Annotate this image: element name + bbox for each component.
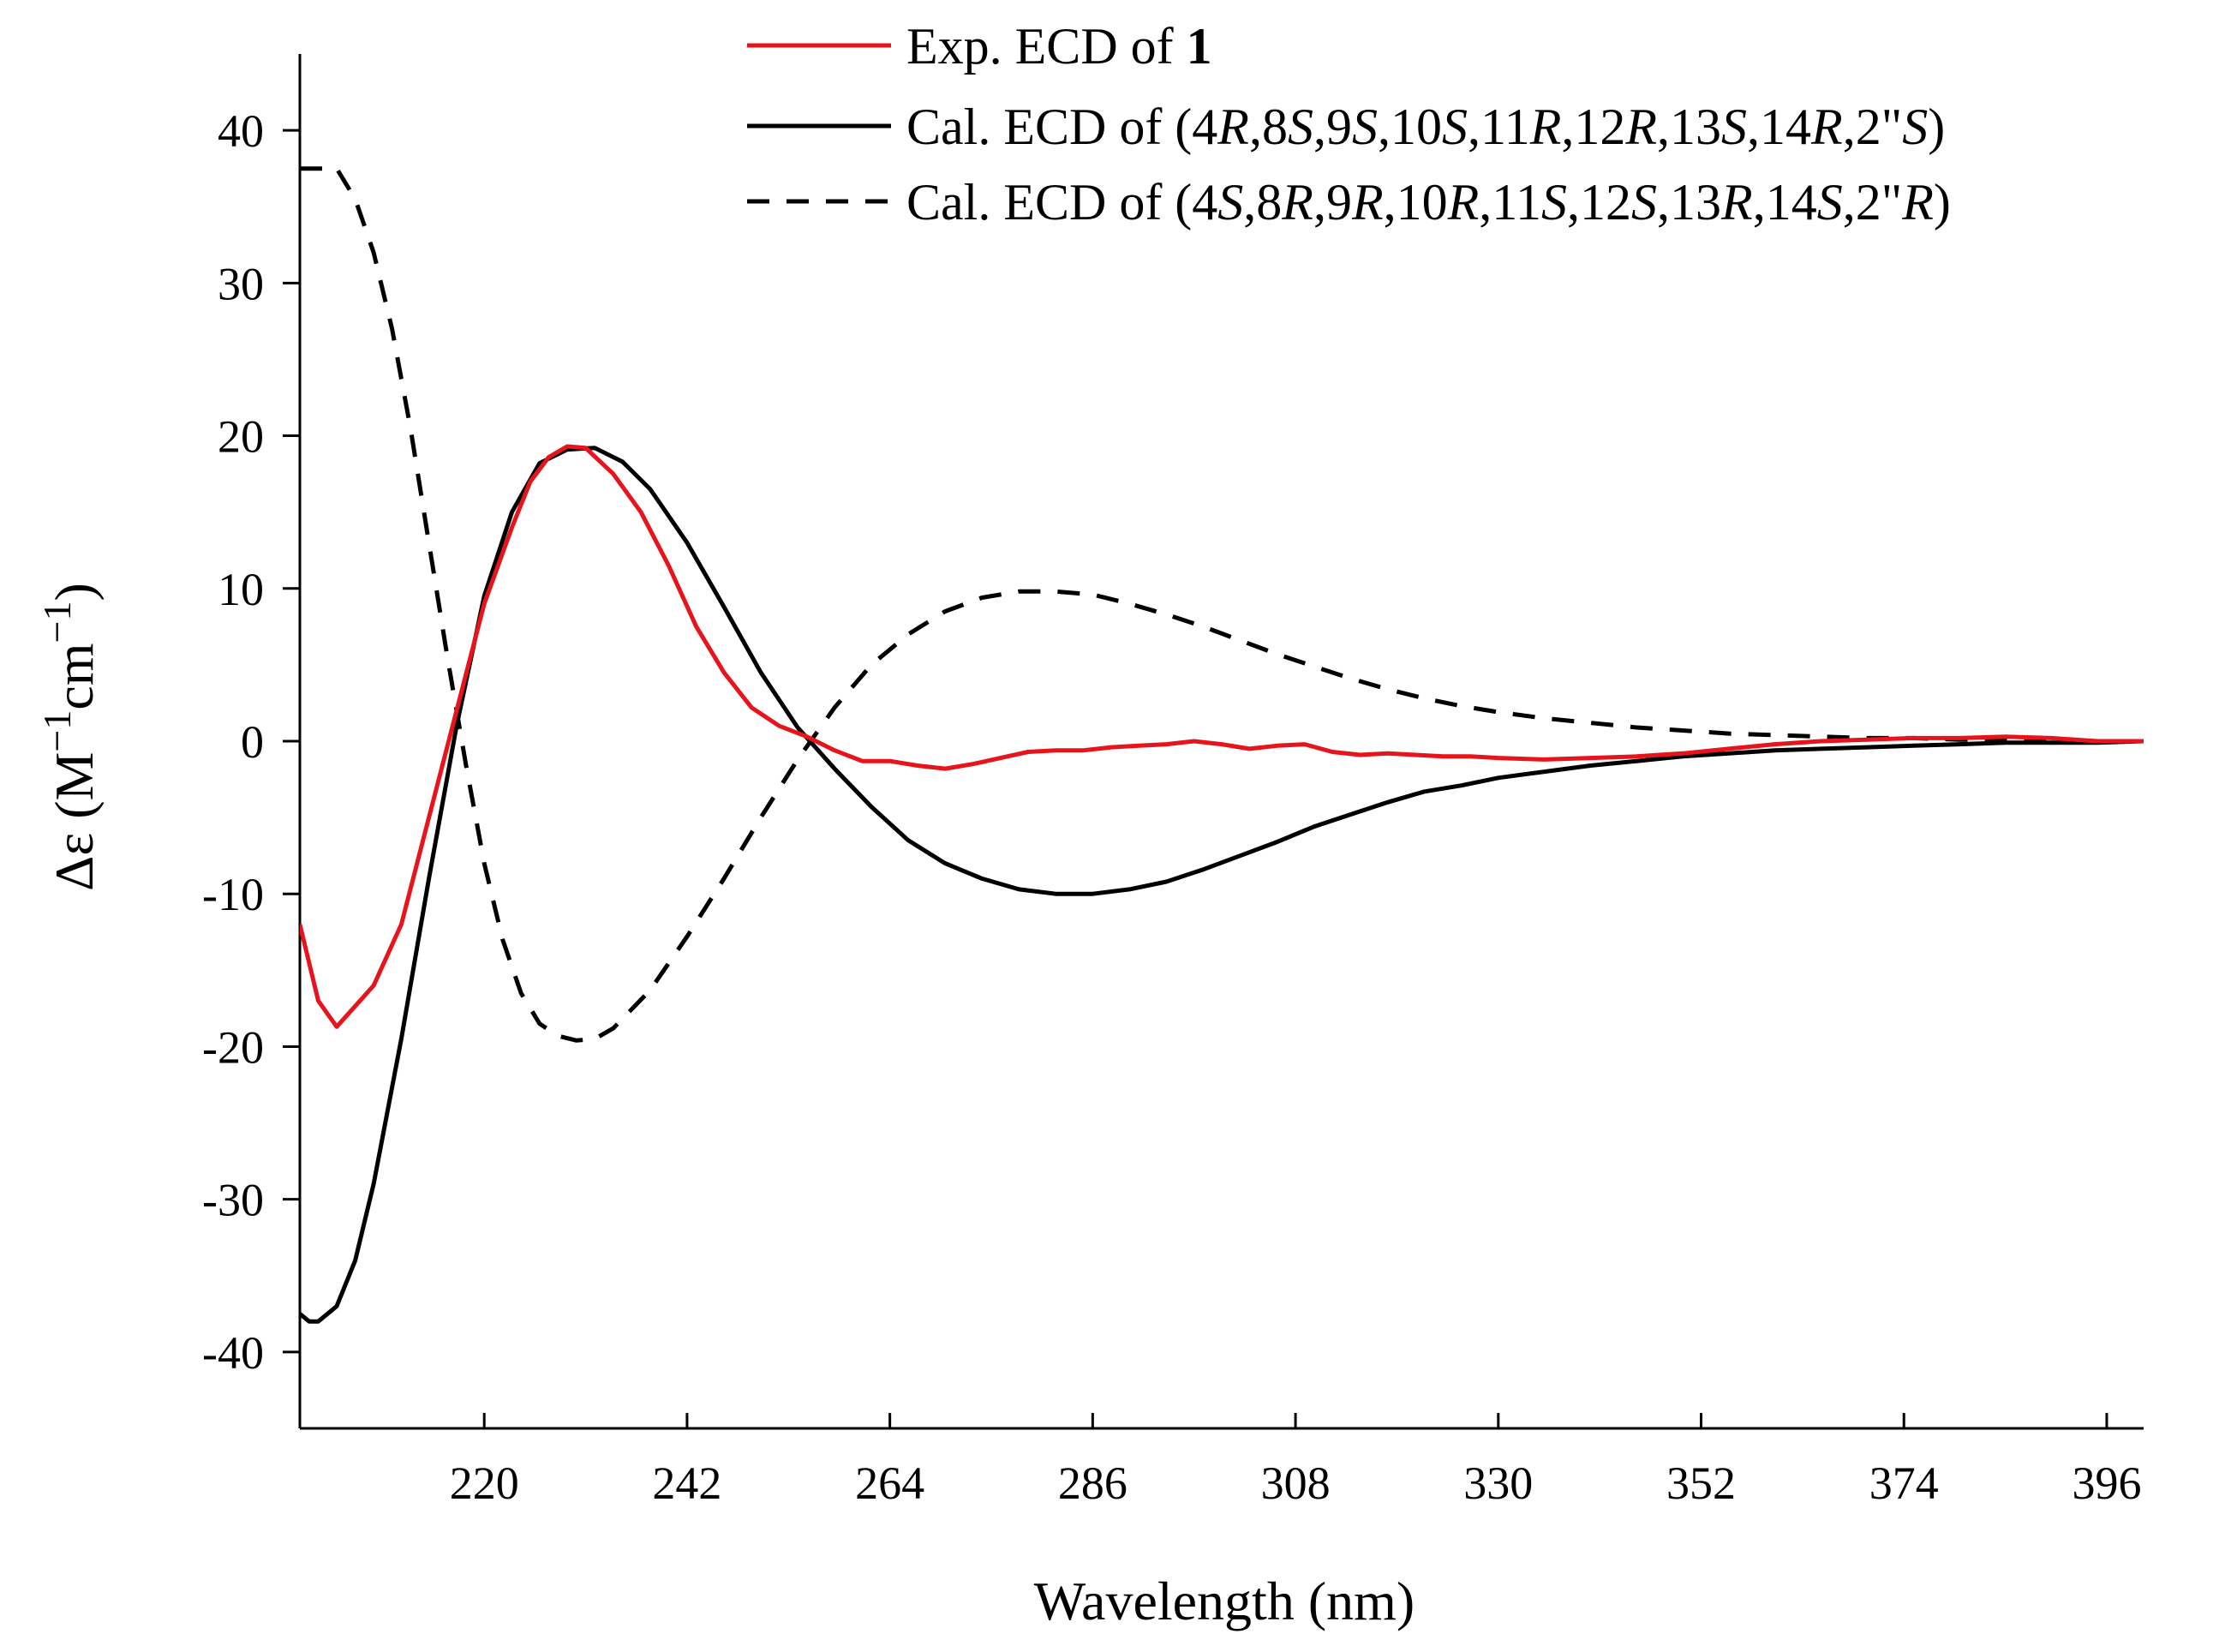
series-line-1 bbox=[300, 444, 2144, 1029]
x-tick-label: 242 bbox=[652, 1457, 721, 1509]
x-tick-label: 308 bbox=[1261, 1457, 1331, 1509]
y-tick-label: -40 bbox=[202, 1327, 264, 1379]
y-tick-label: -30 bbox=[202, 1175, 264, 1226]
legend-label-segment: S bbox=[1817, 174, 1843, 230]
y-tick-label: 10 bbox=[218, 564, 264, 615]
legend-label-segment: R bbox=[1217, 99, 1249, 155]
data-series bbox=[300, 166, 2144, 1324]
tick-labels: 220 242 264 286 308 330 352 374 396 40 30 20 10 0 -10 -… bbox=[202, 105, 2141, 1509]
y-axis-title-prefix: Δε (M bbox=[44, 752, 105, 891]
legend-label-segment: ,9 bbox=[1313, 99, 1352, 155]
y-tick-label: 0 bbox=[241, 716, 264, 768]
legend-label-segment: ,2" bbox=[1843, 174, 1903, 230]
legend-label-segment: S bbox=[1541, 174, 1567, 230]
y-tick-label: 40 bbox=[218, 105, 264, 157]
legend-label-segment: R bbox=[1447, 174, 1480, 230]
legend-label-segment: ,8 bbox=[1243, 174, 1282, 230]
y-axis-title-sup1: −1 bbox=[35, 710, 79, 752]
y-axis-title-sup2: −1 bbox=[35, 601, 79, 643]
legend-label-segment: Exp. ECD of bbox=[906, 18, 1187, 75]
legend-label-segment: Cal. ECD of (4 bbox=[906, 174, 1217, 230]
legend-label-segment: S bbox=[1288, 99, 1313, 155]
legend-label-segment: ) bbox=[1934, 174, 1951, 230]
legend-label-segment: 1 bbox=[1187, 18, 1212, 75]
series-line-3 bbox=[300, 166, 2144, 1043]
legend-label-segment: ) bbox=[1928, 99, 1945, 155]
legend-label-segment: S bbox=[1902, 99, 1928, 155]
legend-label-segment: ,14 bbox=[1753, 174, 1817, 230]
x-axis-title: Wavelength (nm) bbox=[1034, 1571, 1415, 1631]
legend-label-segment: S bbox=[1631, 174, 1657, 230]
x-tick-label: 374 bbox=[1869, 1457, 1939, 1509]
legend-label-segment: Cal. ECD of (4 bbox=[906, 99, 1217, 155]
legend-label-3: Cal. ECD of (4S,8R,9R,10R,11S,12S,13R,14… bbox=[906, 174, 1951, 230]
legend-label-segment: R bbox=[1810, 99, 1843, 155]
legend-label-segment: R bbox=[1351, 174, 1384, 230]
legend-label-segment: R bbox=[1901, 174, 1934, 230]
legend-label-1: Exp. ECD of 1 bbox=[906, 18, 1212, 75]
y-tick-label: -10 bbox=[202, 869, 264, 920]
x-tick-label: 264 bbox=[855, 1457, 924, 1509]
legend-label-segment: S bbox=[1217, 174, 1243, 230]
legend-label-segment: ,10 bbox=[1384, 174, 1448, 230]
legend-label-segment: ,13 bbox=[1657, 99, 1721, 155]
legend-label-segment: R bbox=[1624, 99, 1657, 155]
legend-label-segment: ,14 bbox=[1747, 99, 1811, 155]
legend-label-segment: S bbox=[1442, 99, 1468, 155]
legend-label-segment: ,2" bbox=[1843, 99, 1903, 155]
legend-label-segment: ,10 bbox=[1378, 99, 1442, 155]
x-tick-label: 330 bbox=[1463, 1457, 1533, 1509]
legend-label-segment: ,11 bbox=[1468, 99, 1530, 155]
legend-label-segment: ,8 bbox=[1249, 99, 1288, 155]
x-tick-label: 220 bbox=[450, 1457, 519, 1509]
y-axis-title: Δε (M−1cm−1) bbox=[35, 583, 105, 891]
legend-label-segment: S bbox=[1721, 99, 1747, 155]
legend-label-segment: R bbox=[1529, 99, 1562, 155]
x-tick-label: 396 bbox=[2072, 1457, 2141, 1509]
x-tick-label: 286 bbox=[1058, 1457, 1127, 1509]
legend-label-segment: R bbox=[1720, 174, 1753, 230]
legend-label-segment: ,13 bbox=[1657, 174, 1721, 230]
y-tick-label: 20 bbox=[218, 411, 264, 463]
legend-label-segment: ,11 bbox=[1479, 174, 1541, 230]
legend-label-segment: ,12 bbox=[1567, 174, 1631, 230]
y-tick-label: -20 bbox=[202, 1021, 264, 1073]
tick-marks bbox=[283, 129, 2108, 1428]
legend-label-2: Cal. ECD of (4R,8S,9S,10S,11R,12R,13S,14… bbox=[906, 99, 1945, 155]
legend-label-segment: R bbox=[1281, 174, 1313, 230]
legend-label-segment: ,12 bbox=[1561, 99, 1625, 155]
y-axis-title-mid: cm bbox=[44, 643, 105, 709]
legend-label-segment: S bbox=[1352, 99, 1378, 155]
y-axis-title-suffix: ) bbox=[44, 583, 105, 601]
x-tick-label: 352 bbox=[1666, 1457, 1736, 1509]
legend-label-segment: ,9 bbox=[1313, 174, 1352, 230]
y-tick-label: 30 bbox=[218, 258, 264, 309]
